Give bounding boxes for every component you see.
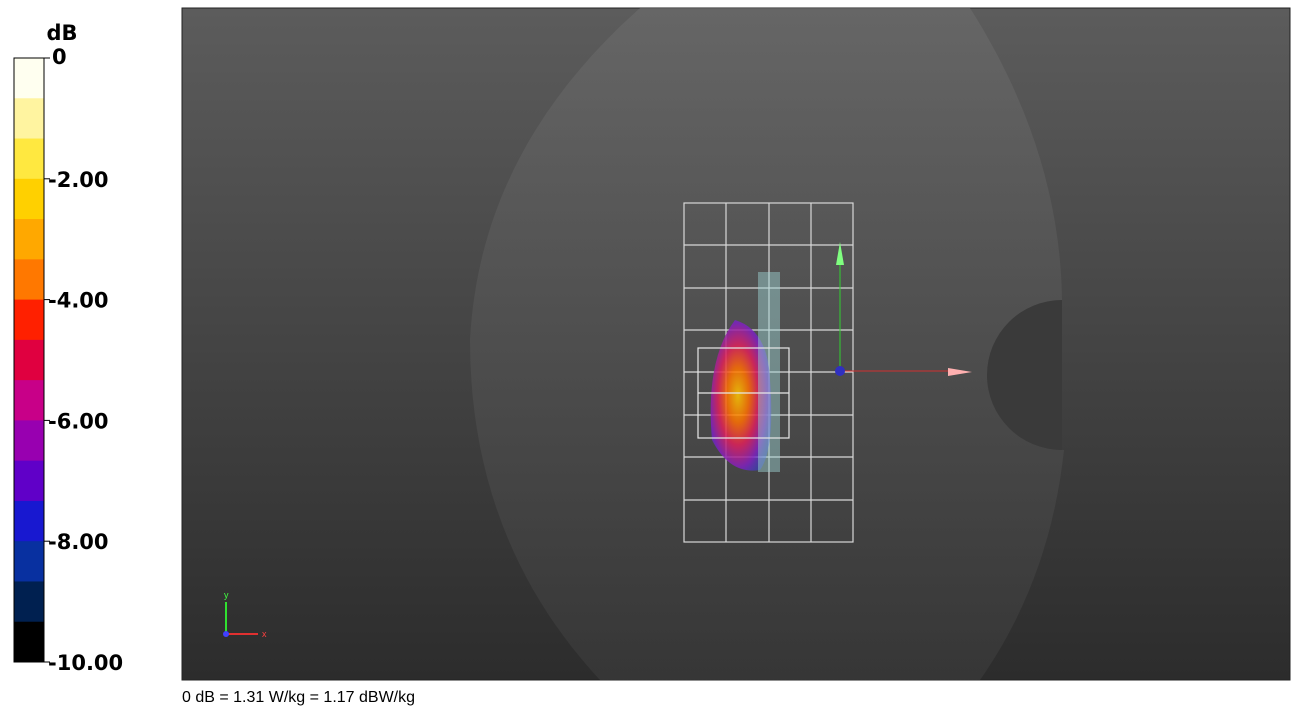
tick-label: 0 bbox=[52, 45, 67, 69]
tick-label: -8.00 bbox=[48, 530, 109, 554]
tick-label: -4.00 bbox=[48, 289, 109, 313]
colorbar-frame bbox=[13, 57, 45, 663]
color-segment bbox=[14, 581, 44, 623]
colorbar-ticks: 0 -2.00 -4.00 -6.00 -8.00 -10.00 bbox=[44, 45, 123, 675]
footer-note: 0 dB = 1.31 W/kg = 1.17 dBW/kg bbox=[182, 689, 415, 706]
color-segment bbox=[14, 380, 44, 421]
colorbar-title: dB bbox=[46, 21, 77, 45]
color-segment bbox=[14, 58, 44, 99]
color-segment bbox=[14, 219, 44, 260]
color-segment bbox=[14, 460, 44, 502]
color-segment bbox=[14, 621, 44, 663]
axis-label-x: x bbox=[262, 629, 267, 639]
color-segment bbox=[14, 420, 44, 462]
color-segment bbox=[14, 178, 44, 220]
color-segment bbox=[14, 339, 44, 381]
tick-label: -10.00 bbox=[48, 651, 123, 675]
color-segment bbox=[14, 98, 44, 140]
colorbar bbox=[13, 57, 45, 663]
axis-label-y: y bbox=[224, 590, 229, 600]
color-segment bbox=[14, 138, 44, 180]
color-segment bbox=[14, 299, 44, 341]
color-segment bbox=[14, 259, 44, 301]
tick-label: -6.00 bbox=[48, 409, 109, 433]
viewport: y x bbox=[181, 7, 1291, 681]
color-segment bbox=[14, 500, 44, 542]
tick-label: -2.00 bbox=[48, 168, 109, 192]
color-segment bbox=[14, 541, 44, 582]
